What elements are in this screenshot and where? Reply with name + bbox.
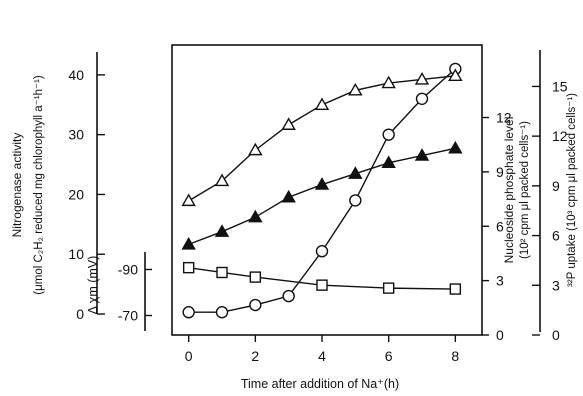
data-point-triangle-filled [248,209,263,223]
nitrogenase-tick-label: 30 [68,127,84,143]
p32-uptake-tick-label: 0 [552,327,560,343]
data-point-square [249,271,262,283]
data-point-circle [282,289,295,303]
data-point-circle [415,92,429,106]
p32-uptake-tick-label: 9 [552,178,560,194]
data-point-circle [249,298,262,312]
nitrogenase-tick-label: 0 [76,306,84,322]
data-point-triangle-filled [314,177,330,190]
nucleoside-phosphate-label-2: (10² cpm μl packed cells⁻¹) [519,121,531,259]
x-tick-label: 0 [185,348,193,364]
membrane-potential-label: Δ χm (mV) [86,256,100,315]
series-layer [181,62,463,319]
data-point-circle [215,306,229,319]
data-point-triangle [314,97,330,111]
data-point-triangle [348,82,363,96]
data-point-square [182,261,195,274]
p32-uptake-tick-label: 12 [552,128,568,144]
data-point-triangle-filled [414,148,430,161]
data-point-circle [182,306,195,319]
data-point-square [316,279,328,291]
nucleoside-phosphate-tick-label: 3 [496,273,504,289]
x-axis: 0 2 4 6 8 [185,335,459,364]
x-axis-label: Time after addition of Na⁺(h) [241,377,399,391]
p32-uptake-tick-label: 3 [552,277,560,293]
data-point-triangle [414,72,430,85]
x-tick-label: 2 [251,348,259,364]
data-point-circle [315,245,329,258]
data-point-triangle [181,193,196,207]
nitrogenase-axis: 0 10 20 30 40 [68,52,105,322]
series-line-triangle-filled [188,147,456,246]
series-triangle-filled [181,140,463,250]
nitrogenase-label-1: Nitrogenase activity [10,133,24,238]
x-tick-label: 6 [385,348,393,364]
series-triangle-open [181,68,463,207]
data-point-triangle [281,117,296,130]
nucleoside-phosphate-tick-label: 12 [496,110,512,126]
data-point-triangle-filled [448,140,463,154]
nucleoside-phosphate-axis: 0 3 6 9 12 [482,110,512,343]
membrane-potential-axis: -70 -90 [118,252,152,331]
x-tick-label: 8 [451,348,459,364]
data-point-circle [349,194,362,207]
plot-frame [171,44,483,336]
data-point-triangle [381,75,396,89]
membrane-potential-tick-label: -70 [118,308,138,324]
data-point-square [382,282,395,294]
p32-uptake-label: ³²P uptake (10³ cpm μl packed cells⁻¹) [566,93,578,287]
data-point-square [449,283,462,295]
data-point-triangle-filled [214,224,230,237]
data-point-triangle-filled [381,155,396,169]
data-point-circle [382,128,395,141]
nucleoside-phosphate-tick-label: 6 [496,218,504,234]
p32-uptake-axis: 0 3 6 9 12 15 [532,50,568,343]
nitrogenase-tick-label: 20 [68,186,84,202]
data-point-square [216,266,228,279]
data-point-triangle-filled [281,189,296,203]
data-point-triangle-filled [348,166,363,179]
series-square-open [182,261,462,295]
x-tick-label: 4 [318,348,326,364]
data-point-triangle-filled [181,236,196,250]
nucleoside-phosphate-tick-label: 9 [496,164,504,180]
membrane-potential-tick-label: -90 [118,262,138,278]
data-point-triangle [448,68,463,82]
p32-uptake-tick-label: 15 [552,78,568,94]
nucleoside-phosphate-tick-label: 0 [496,327,504,343]
nucleoside-phosphate-label-1: Nucleoside phosphate level [502,117,516,264]
nitrogenase-label-2: (μmol C₂H₂ reduced mg chlorophyll a⁻¹h⁻¹… [33,75,45,295]
data-point-triangle [214,173,230,187]
nitrogenase-tick-label: 10 [68,246,84,262]
series-circle-open [182,62,462,319]
nitrogenase-tick-label: 40 [68,67,84,83]
data-point-triangle [248,142,263,156]
p32-uptake-tick-label: 6 [552,228,560,244]
